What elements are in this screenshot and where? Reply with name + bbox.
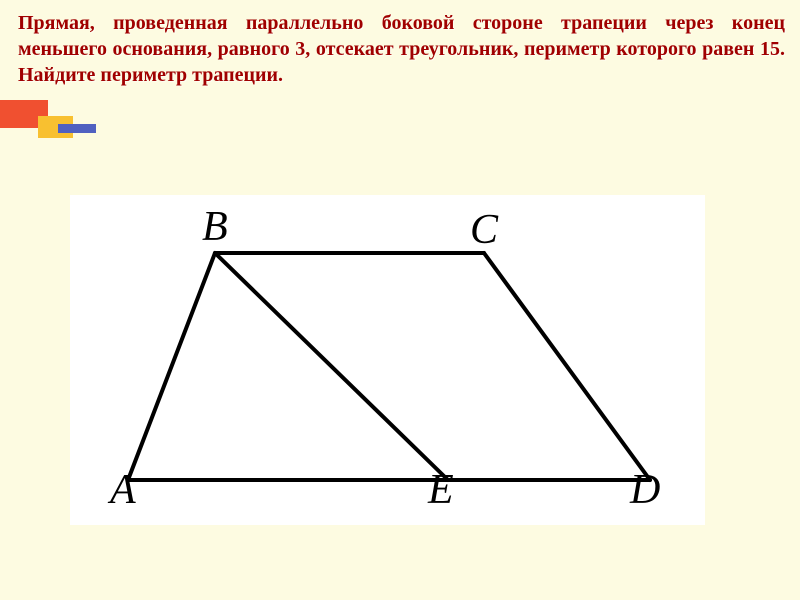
- figure-labels: A B C D E: [107, 204, 660, 513]
- vertex-label-B: B: [202, 204, 228, 250]
- deco-bar-blue: [58, 124, 96, 133]
- vertex-label-C: C: [470, 207, 499, 253]
- vertex-label-D: D: [629, 467, 660, 513]
- figure-edges: [128, 253, 650, 480]
- edge-CD: [484, 253, 650, 480]
- edge-AB: [128, 253, 215, 480]
- trapezoid-diagram: A B C D E: [70, 195, 705, 525]
- figure-container: A B C D E: [70, 195, 705, 525]
- slide-decoration: [0, 100, 95, 145]
- vertex-label-A: A: [107, 467, 136, 513]
- problem-statement: Прямая, проведенная параллельно боковой …: [18, 10, 785, 88]
- edge-BE: [215, 253, 448, 480]
- vertex-label-E: E: [427, 467, 454, 513]
